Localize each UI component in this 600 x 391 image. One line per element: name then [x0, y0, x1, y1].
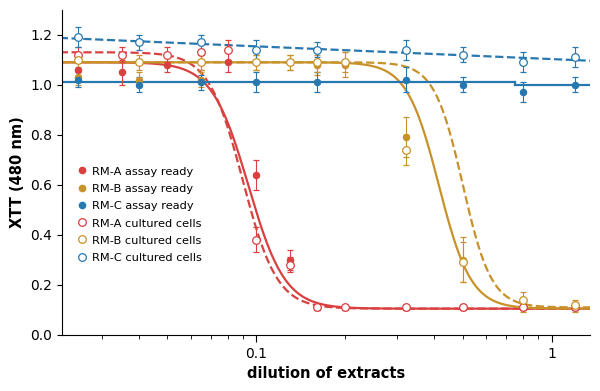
Y-axis label: XTT (480 nm): XTT (480 nm) [10, 117, 25, 228]
X-axis label: dilution of extracts: dilution of extracts [247, 366, 405, 381]
Legend: RM-A assay ready, RM-B assay ready, RM-C assay ready, RM-A cultured cells, RM-B : RM-A assay ready, RM-B assay ready, RM-C… [73, 161, 207, 268]
